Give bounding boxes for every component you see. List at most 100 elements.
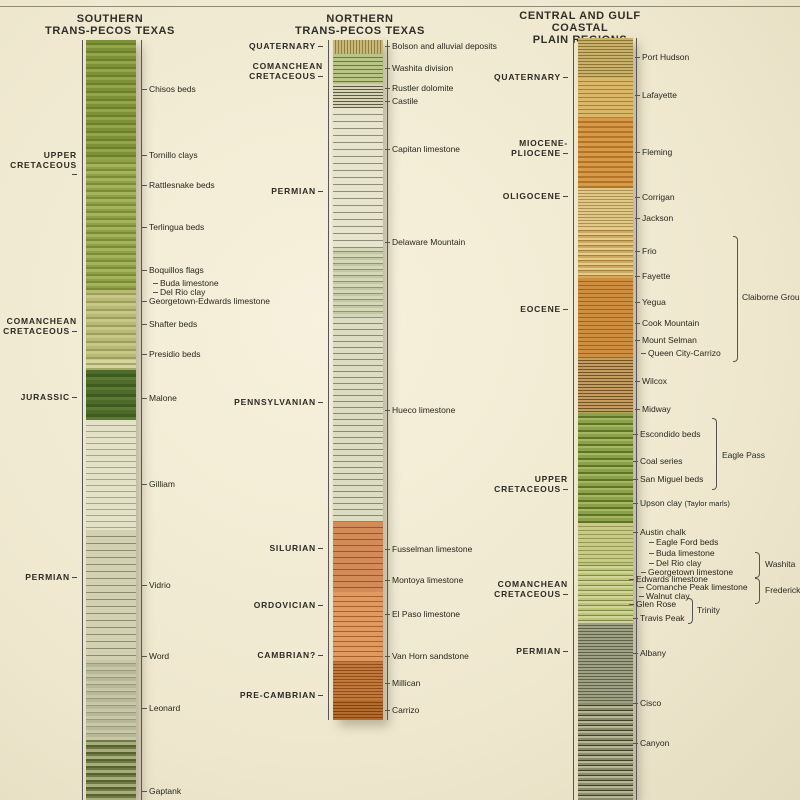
formation-washita-division: Washita division bbox=[392, 63, 454, 73]
formation-tick-mark bbox=[633, 434, 638, 435]
fusselman-layer bbox=[333, 522, 383, 592]
formation-tick-mark bbox=[142, 324, 147, 325]
northern-unit-silurian: SILURIAN bbox=[235, 543, 323, 554]
southern-unit-permian: PERMIAN bbox=[5, 572, 77, 583]
formation-canyon: Canyon bbox=[640, 738, 670, 748]
formation-tick-mark bbox=[633, 653, 638, 654]
formation-tick-mark bbox=[385, 710, 390, 711]
group-washita: Washita bbox=[765, 559, 796, 569]
formation-tick-mark bbox=[385, 656, 390, 657]
formation-tick-mark bbox=[633, 532, 638, 533]
fredericksburg-brace bbox=[755, 578, 760, 604]
formation-tick-mark bbox=[142, 354, 147, 355]
formation-tick-mark bbox=[385, 46, 390, 47]
formation-tick-mark bbox=[142, 301, 147, 302]
washita-layer bbox=[333, 54, 383, 84]
central-unit-permian: PERMIAN bbox=[480, 646, 568, 657]
formation-del-rio-clay-central: Del Rio clay bbox=[656, 558, 702, 568]
formation-tick-mark bbox=[385, 242, 390, 243]
formation-tick-mark bbox=[153, 283, 158, 284]
central-unit-eocene: EOCENE bbox=[480, 304, 568, 315]
trinity-brace bbox=[688, 598, 693, 624]
formation-comanche-peak-limestone: Comanche Peak limestone bbox=[646, 582, 748, 592]
port-hudson-layer bbox=[578, 38, 633, 78]
formation-tick-mark bbox=[635, 197, 640, 198]
formation-georgetown-edwards-limestone: Georgetown-Edwards limestone bbox=[149, 296, 270, 306]
northern-unit-comanchean-cretaceous: COMANCHEAN CRETACEOUS bbox=[249, 61, 323, 81]
word-layer bbox=[86, 660, 136, 740]
southern-formation-tick-line bbox=[141, 40, 142, 800]
frio-fayette-layer bbox=[578, 228, 633, 278]
carrizo-layer bbox=[333, 700, 383, 720]
formation-edwards-limestone: Edwards limestone bbox=[636, 574, 708, 584]
northern-unit-tick-line bbox=[328, 40, 329, 720]
formation-queen-city-carrizo: Queen City-Carrizo bbox=[648, 348, 721, 358]
southern-unit-jurassic: JURASSIC bbox=[5, 392, 77, 403]
formation-tick-mark bbox=[385, 549, 390, 550]
formation-tick-mark bbox=[635, 302, 640, 303]
formation-tick-mark bbox=[635, 152, 640, 153]
wilcox-midway-layer bbox=[578, 358, 633, 413]
formation-tick-mark bbox=[635, 340, 640, 341]
formation-mount-selman: Mount Selman bbox=[642, 335, 697, 345]
formation-shafter-beds: Shafter beds bbox=[149, 319, 198, 329]
formation-tick-mark bbox=[635, 381, 640, 382]
southern-stratigraphic-column bbox=[86, 40, 136, 800]
formation-gilliam: Gilliam bbox=[149, 479, 175, 489]
group-claiborne: Claiborne Group bbox=[742, 292, 800, 302]
hueco-layer bbox=[333, 318, 383, 522]
fleming-layer bbox=[578, 118, 633, 188]
formation-leonard: Leonard bbox=[149, 703, 181, 713]
formation-yegua: Yegua bbox=[642, 297, 666, 307]
formation-tick-mark bbox=[385, 88, 390, 89]
formation-port-hudson: Port Hudson bbox=[642, 52, 690, 62]
rustler-castile-layer bbox=[333, 84, 383, 108]
formation-el-paso-limestone: El Paso limestone bbox=[392, 609, 461, 619]
formation-tick-mark bbox=[635, 409, 640, 410]
capitan-layer bbox=[333, 108, 383, 248]
southern-unit-tick-line bbox=[82, 40, 83, 800]
formation-tick-mark bbox=[385, 68, 390, 69]
formation-eagle-ford-beds: Eagle Ford beds bbox=[656, 537, 719, 547]
formation-tick-mark bbox=[635, 218, 640, 219]
central-stratigraphic-column bbox=[578, 38, 633, 800]
formation-albany: Albany bbox=[640, 648, 666, 658]
formation-glen-rose: Glen Rose bbox=[636, 599, 677, 609]
eagle-pass-brace bbox=[712, 418, 717, 490]
formation-tick-mark bbox=[142, 791, 147, 792]
group-eagle-pass: Eagle Pass bbox=[722, 450, 765, 460]
formation-tick-mark bbox=[641, 353, 646, 354]
boquillos-layer bbox=[86, 290, 136, 360]
montoya-elpaso-layer bbox=[333, 592, 383, 662]
comanchean-layer bbox=[578, 563, 633, 623]
northern-formation-tick-line bbox=[387, 40, 388, 720]
northern-column-title: NORTHERN TRANS-PECOS TEXAS bbox=[295, 13, 425, 37]
central-unit-quaternary: QUATERNARY bbox=[480, 72, 568, 83]
cisco-canyon-layer bbox=[578, 703, 633, 800]
formation-tick-mark bbox=[649, 553, 654, 554]
bolson-layer bbox=[333, 40, 383, 54]
formation-chisos-beds: Chisos beds bbox=[149, 84, 196, 94]
formation-jackson: Jackson bbox=[642, 213, 674, 223]
formation-wilcox: Wilcox bbox=[642, 376, 668, 386]
southern-unit-upper-cretaceous: UPPER CRETACEOUS bbox=[5, 150, 77, 180]
formation-tick-mark bbox=[629, 604, 634, 605]
formation-capitan-limestone: Capitan limestone bbox=[392, 144, 461, 154]
formation-tick-mark bbox=[142, 398, 147, 399]
yegua-cookmtn-layer bbox=[578, 278, 633, 358]
chisos-layer bbox=[86, 40, 136, 160]
formation-bolson-alluvial: Bolson and alluvial deposits bbox=[392, 41, 497, 51]
formation-tick-mark bbox=[633, 743, 638, 744]
formation-tick-mark bbox=[142, 484, 147, 485]
formation-travis-peak: Travis Peak bbox=[640, 613, 685, 623]
formation-tick-mark bbox=[385, 614, 390, 615]
northern-unit-pennsylvanian: PENNSYLVANIAN bbox=[225, 397, 323, 408]
formation-tick-mark bbox=[385, 580, 390, 581]
formation-fleming: Fleming bbox=[642, 147, 673, 157]
delaware-layer bbox=[333, 248, 383, 318]
albany-layer bbox=[578, 623, 633, 703]
formation-word: Word bbox=[149, 651, 170, 661]
formation-tick-mark bbox=[142, 185, 147, 186]
formation-del-rio-clay: Del Rio clay bbox=[160, 287, 206, 297]
formation-castile: Castile bbox=[392, 96, 418, 106]
